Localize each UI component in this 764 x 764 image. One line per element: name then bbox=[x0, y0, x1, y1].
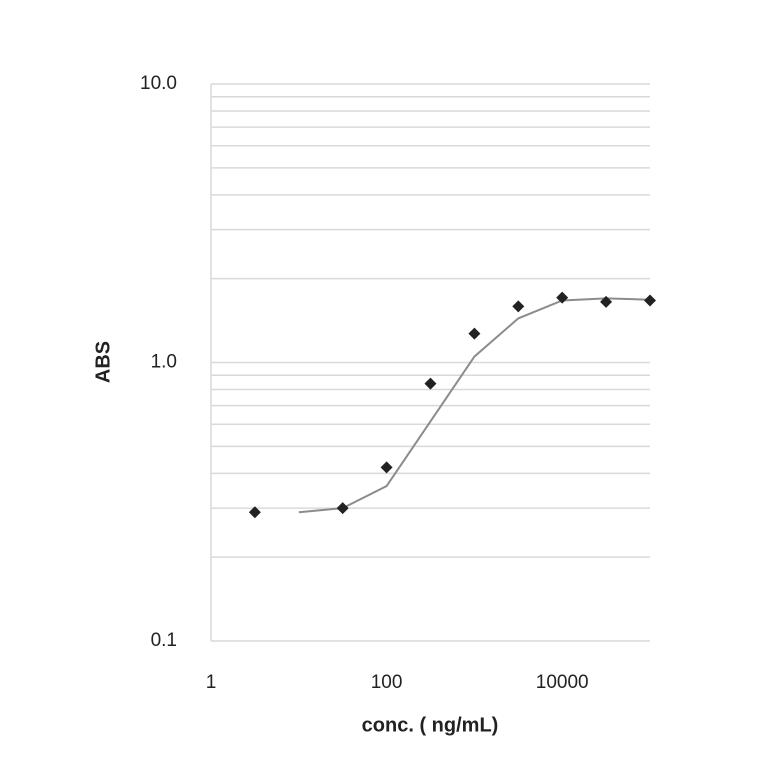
data-point bbox=[424, 377, 437, 390]
data-point bbox=[600, 295, 613, 308]
data-point bbox=[380, 461, 393, 474]
x-tick-label: 10000 bbox=[536, 672, 589, 693]
data-point bbox=[248, 506, 261, 519]
data-point bbox=[556, 291, 569, 304]
data-point bbox=[644, 294, 656, 307]
fit-line bbox=[298, 297, 651, 514]
y-tick-label: 0.1 bbox=[151, 630, 177, 651]
x-tick-label: 1 bbox=[206, 672, 217, 693]
data-point bbox=[512, 300, 525, 313]
y-axis-title: ABS bbox=[92, 341, 114, 383]
x-axis-title: conc. ( ng/mL) bbox=[362, 714, 499, 736]
x-tick-label: 100 bbox=[371, 672, 403, 693]
y-tick-label: 1.0 bbox=[151, 352, 177, 373]
y-tick-label: 10.0 bbox=[140, 73, 177, 94]
data-point bbox=[336, 502, 349, 515]
data-point bbox=[468, 327, 481, 340]
